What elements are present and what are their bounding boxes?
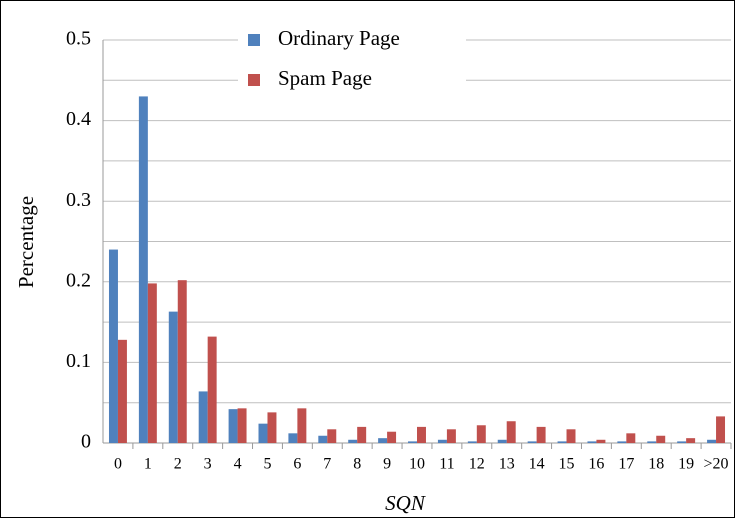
- bar: [327, 429, 337, 443]
- bar: [258, 423, 268, 443]
- bar: [707, 439, 717, 443]
- bar: [267, 412, 277, 443]
- bar: [437, 439, 447, 443]
- bar: [348, 439, 358, 443]
- bar: [297, 408, 307, 443]
- bar: [198, 391, 208, 443]
- bar: [168, 311, 178, 443]
- legend-swatch: [248, 74, 260, 86]
- bar: [566, 429, 576, 443]
- legend-background: [238, 24, 466, 56]
- bar: [677, 441, 687, 443]
- bar: [318, 435, 328, 443]
- x-tick-label: 19: [678, 456, 694, 473]
- bar: [557, 441, 567, 443]
- x-tick-label: 10: [409, 456, 425, 473]
- y-tick-label: 0.5: [66, 28, 91, 50]
- bar: [108, 249, 118, 443]
- bar: [228, 409, 238, 443]
- x-tick-label: 8: [353, 456, 361, 473]
- y-tick-label: 0: [81, 431, 91, 453]
- x-tick-label: 0: [114, 456, 122, 473]
- legend-label: Ordinary Page: [278, 26, 400, 50]
- x-tick-label: 6: [293, 456, 301, 473]
- y-tick-label: 0.2: [66, 269, 91, 291]
- bar: [117, 339, 127, 443]
- x-tick-label: 11: [439, 456, 454, 473]
- x-tick-label: 18: [648, 456, 664, 473]
- bar: [378, 438, 388, 443]
- bar: [147, 283, 157, 443]
- x-tick-label: 13: [499, 456, 515, 473]
- x-axis-label: SQN: [385, 491, 426, 515]
- legend-label: Spam Page: [278, 66, 372, 90]
- x-tick-label: 14: [529, 456, 545, 473]
- bar: [476, 425, 486, 443]
- bar: [527, 441, 537, 443]
- x-tick-label: 2: [174, 456, 182, 473]
- x-tick-label: 5: [263, 456, 271, 473]
- x-tick-label: 7: [323, 456, 331, 473]
- y-axis-label: Percentage: [14, 196, 38, 288]
- bar: [626, 433, 636, 443]
- bar: [288, 433, 298, 443]
- bar: [497, 439, 507, 443]
- bar: [138, 96, 148, 444]
- bar: [536, 426, 546, 443]
- x-tick-label: >20: [704, 456, 729, 473]
- bar: [617, 441, 627, 443]
- bar: [686, 438, 696, 443]
- bar: [237, 408, 247, 443]
- x-tick-label: 4: [234, 456, 242, 473]
- x-tick-label: 12: [469, 456, 485, 473]
- bar: [467, 441, 477, 443]
- legend-background: [238, 64, 466, 96]
- x-tick-label: 3: [204, 456, 212, 473]
- bar: [408, 441, 417, 443]
- y-tick-label: 0.1: [66, 350, 91, 372]
- bar: [596, 439, 606, 443]
- bar: [587, 441, 597, 443]
- bar: [207, 336, 217, 443]
- bar: [417, 426, 426, 443]
- bar: [387, 431, 397, 443]
- x-tick-label: 1: [144, 456, 152, 473]
- bar: [506, 421, 516, 443]
- bar: [716, 416, 726, 443]
- bar: [357, 426, 367, 443]
- bar: [656, 435, 666, 443]
- bar: [446, 429, 456, 443]
- bar: [647, 441, 657, 443]
- legend-swatch: [248, 34, 260, 46]
- y-tick-label: 0.4: [66, 108, 91, 130]
- bar: [177, 280, 187, 443]
- x-tick-label: 16: [588, 456, 604, 473]
- y-tick-label: 0.3: [66, 189, 91, 211]
- x-tick-label: 9: [383, 456, 391, 473]
- x-tick-label: 17: [618, 456, 634, 473]
- x-tick-label: 15: [559, 456, 575, 473]
